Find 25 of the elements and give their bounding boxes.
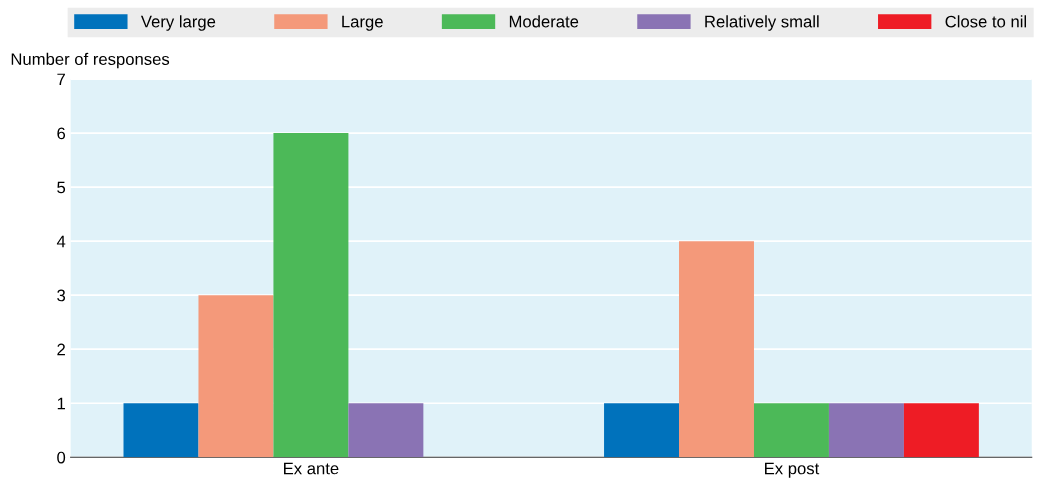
y-axis-title: Number of responses: [11, 52, 170, 69]
bar: [123, 403, 199, 458]
bar: [753, 403, 829, 458]
y-tick-label: 4: [56, 235, 66, 248]
y-tick-label: 7: [57, 73, 65, 86]
x-tick-label: Ex ante: [284, 462, 339, 475]
legend-label: Moderate: [509, 15, 579, 28]
y-tick-label: 6: [57, 127, 66, 140]
y-tick-label: 3: [57, 289, 66, 302]
legend-label: Relatively small: [705, 15, 819, 31]
legend-label: Very large: [140, 15, 216, 31]
y-tick-label: 2: [57, 343, 65, 356]
legend-label: Close to nil: [945, 15, 1027, 28]
y-tick-label: 5: [57, 181, 66, 194]
bar: [604, 403, 680, 458]
bar: [679, 241, 754, 458]
bar: [348, 403, 424, 458]
bar: [903, 403, 979, 458]
bar: [828, 403, 904, 458]
y-tick-label: 1: [57, 397, 65, 410]
bar: [273, 133, 349, 458]
bar: [198, 295, 274, 458]
legend-label: Large: [342, 15, 383, 31]
y-tick-label: 0: [57, 451, 66, 464]
x-tick-label: Ex post: [765, 462, 820, 478]
